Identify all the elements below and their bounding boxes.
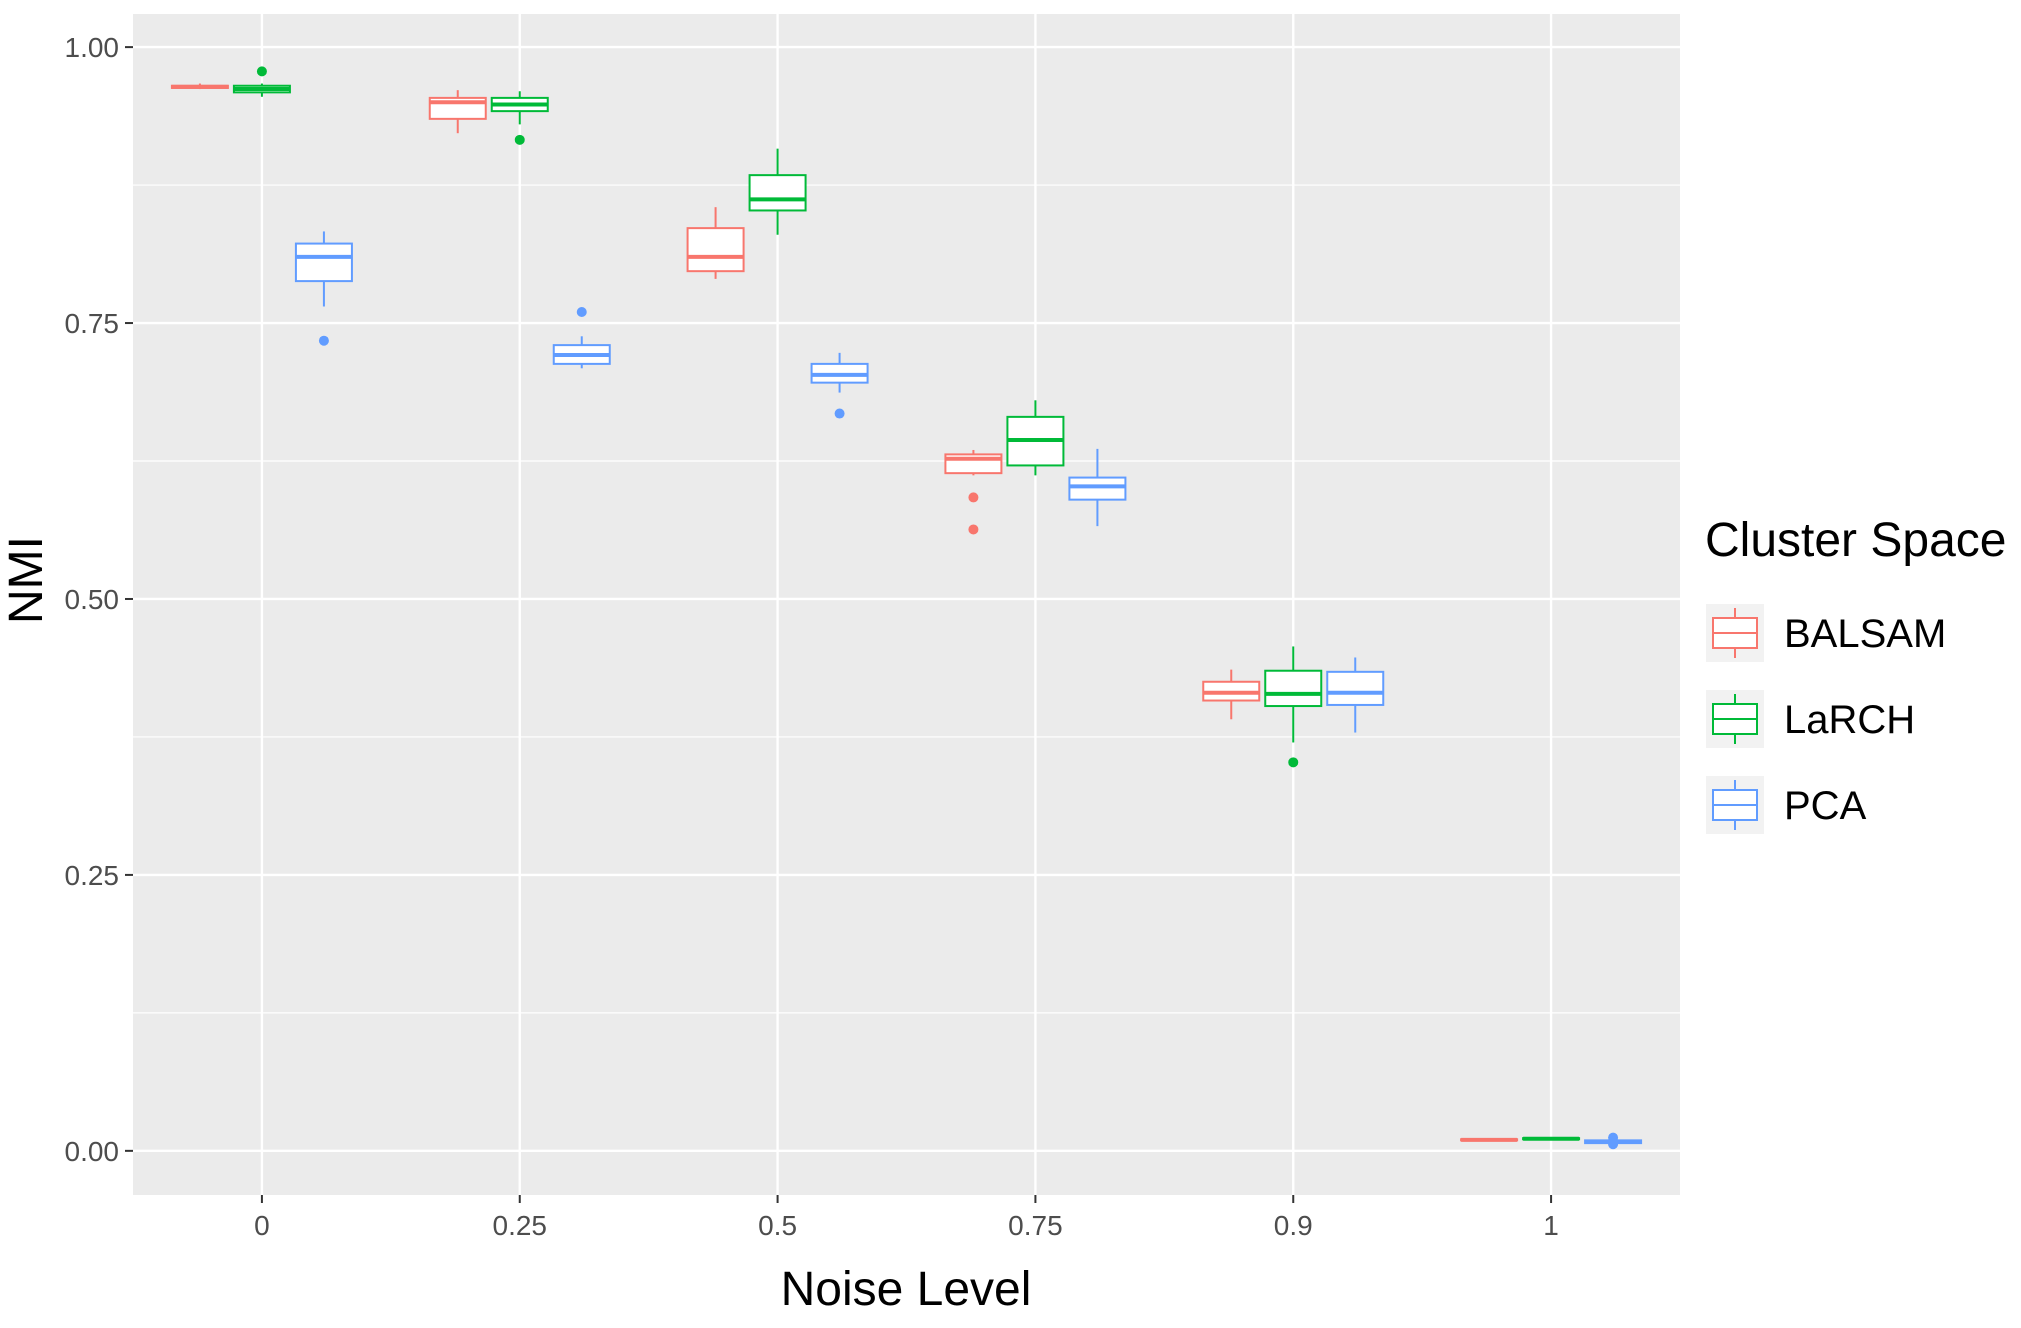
legend-title: Cluster Space	[1705, 514, 2006, 567]
x-tick-label: 0.75	[1008, 1210, 1063, 1241]
outlier-point	[968, 492, 979, 503]
y-tick-label: 0.50	[65, 584, 120, 615]
boxplot	[552, 307, 611, 369]
boxplot	[1202, 669, 1261, 720]
y-tick-label: 0.75	[65, 308, 120, 339]
outlier-point	[1608, 1139, 1619, 1150]
legend-label: BALSAM	[1784, 612, 1946, 656]
boxplot	[1584, 1132, 1643, 1150]
outlier-point	[318, 335, 329, 346]
boxplot	[944, 449, 1003, 535]
boxplot	[428, 90, 487, 134]
boxplot	[1522, 1136, 1581, 1141]
boxplot	[232, 66, 291, 97]
y-tick-label: 1.00	[65, 32, 120, 63]
boxplot	[748, 148, 807, 235]
box-body	[1326, 670, 1385, 706]
legend-item-pca: PCA	[1706, 776, 1867, 834]
series-larch	[232, 66, 1581, 1141]
boxplot	[1068, 448, 1127, 527]
box-body	[1264, 669, 1323, 708]
box-body	[294, 242, 353, 283]
boxplot-marks	[170, 66, 1643, 1150]
x-tick-label: 0.9	[1274, 1210, 1313, 1241]
boxplot	[1326, 657, 1385, 733]
x-tick-label: 1	[1543, 1210, 1559, 1241]
outlier-point	[256, 66, 267, 77]
x-axis-title: Noise Level	[781, 1263, 1032, 1316]
panel-background	[133, 14, 1680, 1195]
y-tick-label: 0.00	[65, 1136, 120, 1167]
boxplot	[810, 352, 869, 419]
x-axis: 0 0.25 0.5 0.75 0.9 1	[254, 1195, 1559, 1241]
boxplot	[1006, 400, 1065, 476]
outlier-point	[576, 307, 587, 318]
box-body	[686, 227, 745, 273]
legend: Cluster Space BALSAM LaRCH PCA	[1705, 514, 2006, 834]
legend-item-balsam: BALSAM	[1706, 604, 1946, 662]
box-body	[1068, 476, 1127, 501]
legend-items: BALSAM LaRCH PCA	[1706, 604, 1946, 834]
x-tick-label: 0	[254, 1210, 270, 1241]
box-body	[748, 174, 807, 212]
series-pca	[294, 231, 1643, 1150]
boxplot	[1264, 646, 1323, 768]
x-tick-label: 0.25	[493, 1210, 548, 1241]
outlier-point	[834, 408, 845, 419]
y-tick-label: 0.25	[65, 860, 120, 891]
outlier-point	[1288, 757, 1299, 768]
legend-label: LaRCH	[1784, 698, 1915, 742]
y-axis-title: NMI	[0, 536, 53, 624]
legend-label: PCA	[1784, 784, 1867, 828]
outlier-point	[514, 134, 525, 145]
boxplot	[686, 207, 745, 279]
legend-item-larch: LaRCH	[1706, 690, 1915, 748]
series-balsam	[170, 83, 1519, 1142]
outlier-point	[968, 524, 979, 535]
boxplot	[170, 83, 229, 90]
x-tick-label: 0.5	[758, 1210, 797, 1241]
boxplot	[1460, 1137, 1519, 1142]
minor-gridlines	[133, 184, 1680, 1014]
y-axis: 0.00 0.25 0.50 0.75 1.00	[65, 32, 133, 1167]
boxplot	[294, 231, 353, 346]
boxplot	[490, 91, 549, 145]
